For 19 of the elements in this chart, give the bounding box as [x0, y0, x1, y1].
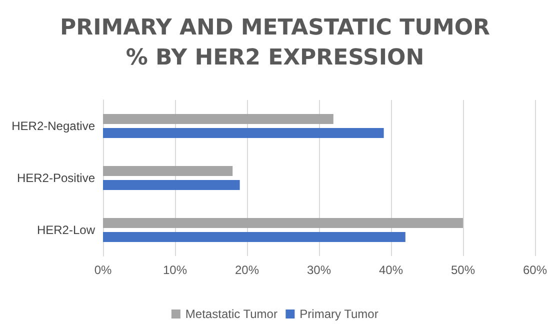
x-tick-label: 60%	[522, 263, 548, 277]
bar	[103, 114, 334, 124]
chart-title: PRIMARY AND METASTATIC TUMOR % BY HER2 EXPRESSION	[60, 16, 490, 70]
y-tick-label: HER2-Low	[36, 223, 96, 237]
x-tick-label: 10%	[162, 263, 188, 277]
legend-label: Metastatic Tumor	[185, 307, 278, 321]
y-tick-label: HER2-Negative	[12, 119, 96, 133]
legend-label: Primary Tumor	[300, 307, 378, 321]
bar	[103, 218, 463, 228]
x-tick-label: 50%	[450, 263, 476, 277]
x-tick-label: 40%	[378, 263, 404, 277]
bar	[103, 180, 240, 190]
bar	[103, 166, 233, 176]
bar	[103, 128, 384, 138]
y-tick-label: HER2-Positive	[16, 171, 96, 185]
bar	[103, 232, 406, 242]
x-tick-label: 30%	[306, 263, 332, 277]
x-tick-label: 20%	[234, 263, 260, 277]
x-tick-label: 0%	[94, 263, 112, 277]
